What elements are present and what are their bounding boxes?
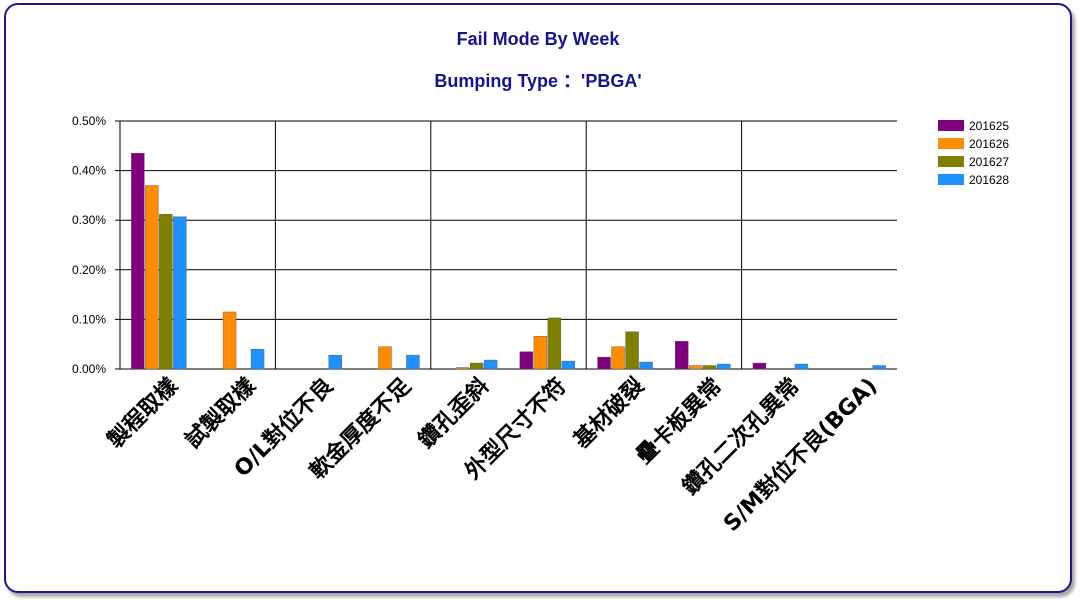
chart-title: Fail Mode By Week [457,29,621,49]
y-tick-label: 0.40% [72,164,106,178]
bar-201625-6 [597,356,611,370]
y-tick-label: 0.20% [72,263,106,277]
legend-swatch-201627 [938,156,964,167]
bar-201627-6 [625,331,639,370]
legend: 201625 201626 201627 201628 [938,119,1009,187]
legend-label-201628: 201628 [969,173,1009,187]
x-category-label: S/M對位不良(BGA) [719,373,883,537]
bar-201627-7 [703,365,717,370]
bar-201626-5 [533,336,548,370]
legend-swatch-201628 [938,174,964,185]
bar-201625-5 [519,351,534,370]
legend-label-201626: 201626 [969,137,1009,151]
bar-201628-4 [483,359,498,370]
bar-201626-6 [611,346,625,370]
x-category-label: 製程取樣 [102,372,184,454]
x-category-label: 試製取樣 [180,372,261,453]
bar-201628-3 [406,354,420,370]
bar-201628-6 [639,361,653,370]
bar-201627-5 [547,317,562,370]
bar-201625-7 [675,341,689,370]
bar-201628-7 [717,363,731,370]
bar-201626-1 [222,311,237,370]
bar-201626-4 [455,367,470,370]
bar-201628-5 [561,360,576,370]
legend-label-201627: 201627 [969,155,1009,169]
y-tick-label: 0.30% [72,213,106,227]
legend-swatch-201625 [938,120,964,131]
plot-area: 0.00%0.10%0.20%0.30%0.40%0.50%製程取樣試製取樣O/… [72,114,897,537]
x-category-label: 基材破裂 [569,373,650,454]
bar-201628-1 [250,348,265,370]
bar-201628-8 [794,363,809,370]
bar-201627-4 [469,362,484,370]
bar-201628-2 [328,354,342,370]
bar-201625-8 [752,362,767,370]
legend-label-201625: 201625 [969,119,1009,133]
bar-201625-0 [131,153,145,370]
bar-201626-0 [145,185,159,370]
bar-201628-9 [872,365,886,370]
y-tick-label: 0.50% [72,114,106,128]
y-tick-label: 0.00% [72,362,106,376]
bar-201626-3 [378,346,392,370]
legend-swatch-201626 [938,138,964,149]
y-tick-label: 0.10% [72,312,106,326]
chart-subtitle: Bumping Type ：'PBGA' [434,71,641,91]
bar-201627-0 [159,214,173,370]
bar-201628-0 [173,216,187,370]
x-category-label: 鑽孔歪斜 [413,373,494,454]
bar-201626-7 [689,365,703,370]
